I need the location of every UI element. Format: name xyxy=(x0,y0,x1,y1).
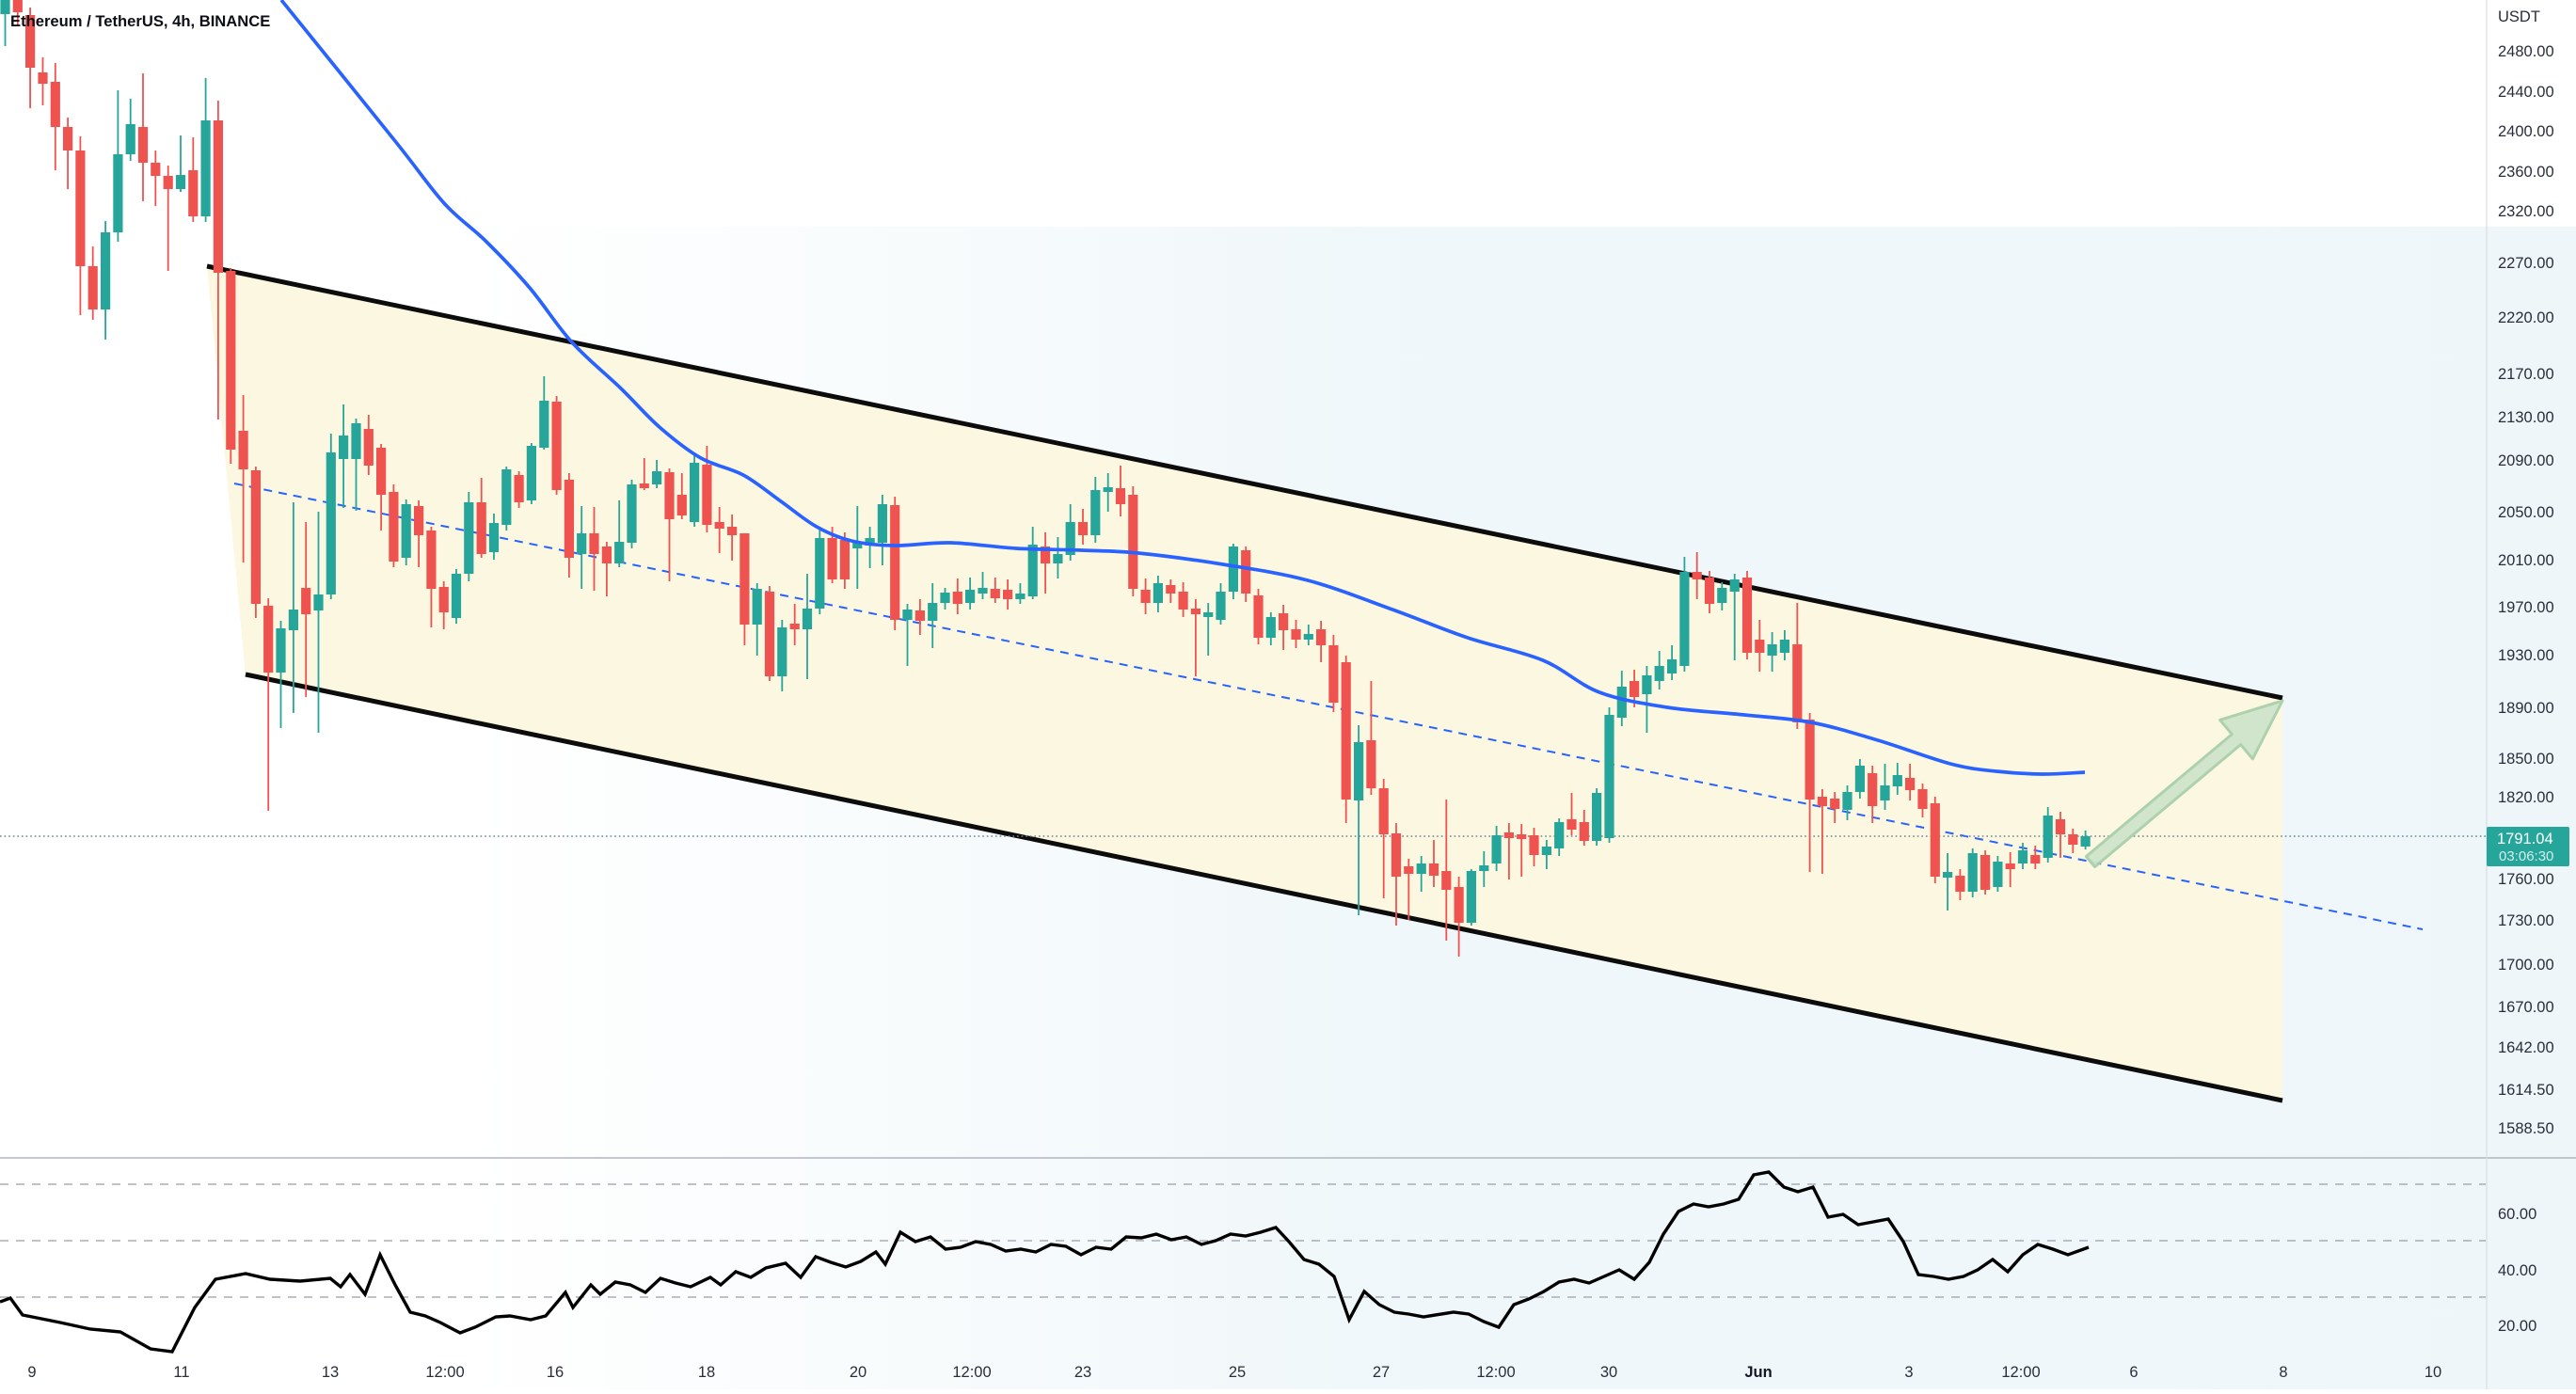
svg-text:23: 23 xyxy=(1074,1364,1091,1381)
svg-text:1760.00: 1760.00 xyxy=(2498,871,2554,888)
svg-text:25: 25 xyxy=(1229,1364,1246,1381)
svg-text:3: 3 xyxy=(1904,1364,1913,1381)
svg-text:2010.00: 2010.00 xyxy=(2498,552,2554,569)
svg-text:11: 11 xyxy=(173,1364,189,1381)
svg-text:2360.00: 2360.00 xyxy=(2498,164,2554,181)
svg-text:2270.00: 2270.00 xyxy=(2498,255,2554,272)
svg-text:1970.00: 1970.00 xyxy=(2498,599,2554,616)
svg-text:10: 10 xyxy=(2425,1364,2441,1381)
svg-text:1642.00: 1642.00 xyxy=(2498,1039,2554,1056)
svg-text:40.00: 40.00 xyxy=(2498,1262,2536,1279)
svg-text:12:00: 12:00 xyxy=(952,1364,991,1381)
svg-text:2400.00: 2400.00 xyxy=(2498,123,2554,140)
svg-text:03:06:30: 03:06:30 xyxy=(2499,848,2553,864)
svg-text:1730.00: 1730.00 xyxy=(2498,912,2554,929)
svg-text:20.00: 20.00 xyxy=(2498,1318,2536,1335)
svg-text:2130.00: 2130.00 xyxy=(2498,409,2554,426)
svg-text:2440.00: 2440.00 xyxy=(2498,84,2554,101)
svg-text:2220.00: 2220.00 xyxy=(2498,309,2554,326)
svg-text:13: 13 xyxy=(322,1364,339,1381)
svg-text:9: 9 xyxy=(27,1364,36,1381)
svg-text:18: 18 xyxy=(698,1364,715,1381)
svg-text:16: 16 xyxy=(547,1364,564,1381)
svg-text:20: 20 xyxy=(850,1364,867,1381)
svg-text:USDT: USDT xyxy=(2498,8,2540,25)
svg-text:30: 30 xyxy=(1600,1364,1617,1381)
svg-text:1791.04: 1791.04 xyxy=(2497,831,2553,847)
svg-text:2320.00: 2320.00 xyxy=(2498,203,2554,220)
svg-text:1670.00: 1670.00 xyxy=(2498,999,2554,1016)
svg-text:2480.00: 2480.00 xyxy=(2498,43,2554,60)
svg-text:12:00: 12:00 xyxy=(2001,1364,2040,1381)
svg-text:1850.00: 1850.00 xyxy=(2498,751,2554,768)
svg-text:Jun: Jun xyxy=(1744,1364,1772,1381)
svg-text:1588.50: 1588.50 xyxy=(2498,1120,2554,1137)
svg-text:60.00: 60.00 xyxy=(2498,1206,2536,1223)
svg-text:1614.50: 1614.50 xyxy=(2498,1082,2554,1099)
svg-text:1700.00: 1700.00 xyxy=(2498,957,2554,974)
svg-text:1820.00: 1820.00 xyxy=(2498,789,2554,806)
svg-text:27: 27 xyxy=(1373,1364,1390,1381)
svg-text:2090.00: 2090.00 xyxy=(2498,452,2554,469)
svg-text:8: 8 xyxy=(2279,1364,2287,1381)
svg-text:2170.00: 2170.00 xyxy=(2498,366,2554,383)
svg-text:2050.00: 2050.00 xyxy=(2498,504,2554,521)
svg-text:1890.00: 1890.00 xyxy=(2498,700,2554,717)
svg-text:Ethereum / TetherUS, 4h, BINAN: Ethereum / TetherUS, 4h, BINANCE xyxy=(10,12,270,30)
svg-text:12:00: 12:00 xyxy=(1476,1364,1515,1381)
svg-text:6: 6 xyxy=(2129,1364,2138,1381)
svg-text:12:00: 12:00 xyxy=(425,1364,464,1381)
svg-text:1930.00: 1930.00 xyxy=(2498,647,2554,664)
